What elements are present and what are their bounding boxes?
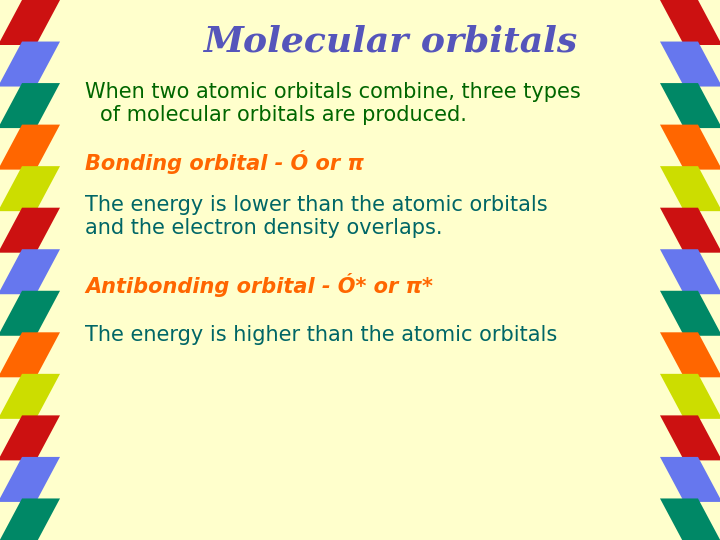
Polygon shape: [0, 291, 60, 336]
Polygon shape: [660, 374, 720, 419]
Text: Bonding orbital - Ó or π: Bonding orbital - Ó or π: [85, 150, 364, 174]
Polygon shape: [660, 208, 720, 253]
Text: of molecular orbitals are produced.: of molecular orbitals are produced.: [100, 105, 467, 125]
Text: When two atomic orbitals combine, three types: When two atomic orbitals combine, three …: [85, 82, 581, 102]
Text: The energy is higher than the atomic orbitals: The energy is higher than the atomic orb…: [85, 325, 557, 345]
Polygon shape: [0, 166, 60, 211]
Polygon shape: [0, 42, 60, 86]
Polygon shape: [0, 374, 60, 419]
Polygon shape: [0, 125, 60, 170]
Polygon shape: [660, 0, 720, 45]
Polygon shape: [660, 415, 720, 461]
Polygon shape: [0, 457, 60, 502]
Polygon shape: [0, 208, 60, 253]
Polygon shape: [660, 83, 720, 128]
Polygon shape: [0, 249, 60, 294]
Polygon shape: [660, 125, 720, 170]
Polygon shape: [660, 249, 720, 294]
Polygon shape: [660, 332, 720, 377]
Polygon shape: [0, 332, 60, 377]
Polygon shape: [660, 166, 720, 211]
Polygon shape: [0, 498, 60, 540]
Text: The energy is lower than the atomic orbitals: The energy is lower than the atomic orbi…: [85, 195, 548, 215]
Polygon shape: [660, 291, 720, 336]
Polygon shape: [660, 498, 720, 540]
Polygon shape: [0, 415, 60, 461]
Polygon shape: [0, 0, 60, 45]
Text: Molecular orbitals: Molecular orbitals: [203, 25, 577, 59]
Polygon shape: [0, 83, 60, 128]
Polygon shape: [660, 42, 720, 86]
Text: and the electron density overlaps.: and the electron density overlaps.: [85, 218, 443, 238]
Polygon shape: [660, 457, 720, 502]
Text: Antibonding orbital - Ó* or π*: Antibonding orbital - Ó* or π*: [85, 273, 433, 297]
